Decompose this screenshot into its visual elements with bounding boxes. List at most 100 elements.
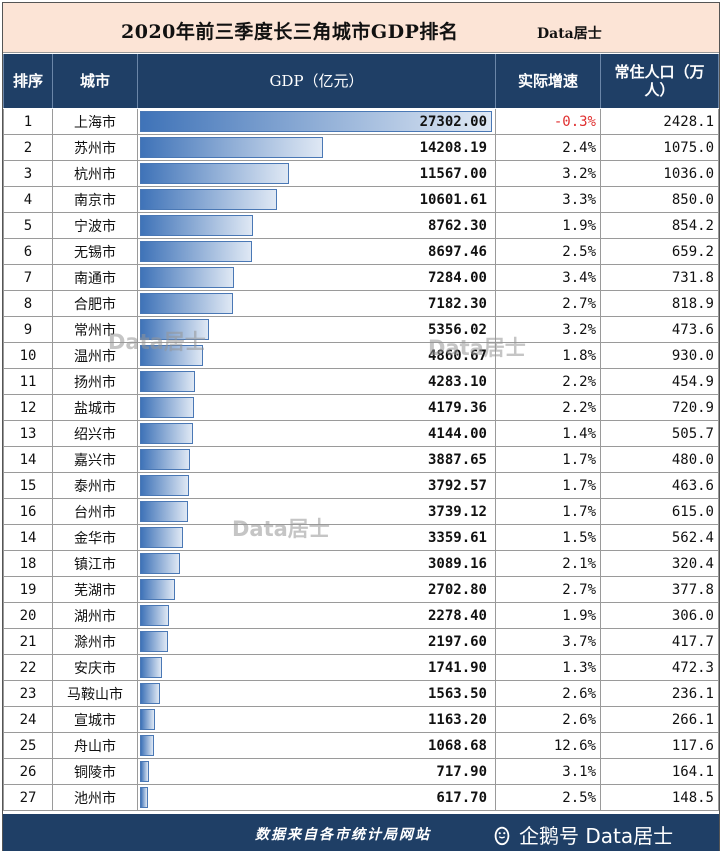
- gdp-bar: [140, 215, 253, 236]
- population-cell: 117.6: [601, 733, 719, 758]
- population-cell: 306.0: [601, 603, 719, 628]
- growth-cell: 1.4%: [496, 421, 601, 446]
- population-cell: 463.6: [601, 473, 719, 498]
- table-row: 22 安庆市 1741.90 1.3% 472.3: [3, 655, 719, 681]
- growth-cell: 2.4%: [496, 135, 601, 160]
- gdp-bar: [140, 527, 183, 548]
- city-cell: 上海市: [53, 109, 138, 134]
- growth-cell: 3.2%: [496, 161, 601, 186]
- header-population-line1: 常住人口（万: [614, 63, 705, 81]
- gdp-bar: [140, 293, 233, 314]
- rank-cell: 1: [3, 109, 53, 134]
- table-row: 27 池州市 617.70 2.5% 148.5: [3, 785, 719, 811]
- population-cell: 818.9: [601, 291, 719, 316]
- city-cell: 南京市: [53, 187, 138, 212]
- growth-cell: 1.7%: [496, 499, 601, 524]
- gdp-value: 617.70: [436, 789, 487, 806]
- gdp-bar: [140, 319, 209, 340]
- city-cell: 合肥市: [53, 291, 138, 316]
- population-cell: 854.2: [601, 213, 719, 238]
- gdp-cell: 3792.57: [138, 473, 496, 498]
- population-cell: 236.1: [601, 681, 719, 706]
- gdp-cell: 1163.20: [138, 707, 496, 732]
- city-cell: 湖州市: [53, 603, 138, 628]
- gdp-cell: 7182.30: [138, 291, 496, 316]
- rank-cell: 27: [3, 785, 53, 810]
- gdp-value: 7182.30: [427, 295, 487, 312]
- table-row: 25 舟山市 1068.68 12.6% 117.6: [3, 733, 719, 759]
- population-cell: 377.8: [601, 577, 719, 602]
- rank-cell: 2: [3, 135, 53, 160]
- table-row: 23 马鞍山市 1563.50 2.6% 236.1: [3, 681, 719, 707]
- growth-cell: 1.3%: [496, 655, 601, 680]
- table-row: 10 温州市 4860.67 1.8% 930.0: [3, 343, 719, 369]
- population-cell: 417.7: [601, 629, 719, 654]
- rank-cell: 6: [3, 239, 53, 264]
- gdp-cell: 8762.30: [138, 213, 496, 238]
- population-cell: 850.0: [601, 187, 719, 212]
- growth-cell: 3.2%: [496, 317, 601, 342]
- gdp-bar: [140, 449, 190, 470]
- population-cell: 472.3: [601, 655, 719, 680]
- city-cell: 宁波市: [53, 213, 138, 238]
- table-row: 7 南通市 7284.00 3.4% 731.8: [3, 265, 719, 291]
- gdp-cell: 2702.80: [138, 577, 496, 602]
- table-row: 18 镇江市 3089.16 2.1% 320.4: [3, 551, 719, 577]
- growth-cell: 3.7%: [496, 629, 601, 654]
- population-cell: 505.7: [601, 421, 719, 446]
- rank-cell: 10: [3, 343, 53, 368]
- gdp-value: 2197.60: [427, 633, 487, 650]
- rank-cell: 22: [3, 655, 53, 680]
- gdp-cell: 8697.46: [138, 239, 496, 264]
- table-row: 16 台州市 3739.12 1.7% 615.0: [3, 499, 719, 525]
- gdp-value: 1741.90: [427, 659, 487, 676]
- population-cell: 659.2: [601, 239, 719, 264]
- table-row: 9 常州市 5356.02 3.2% 473.6: [3, 317, 719, 343]
- table-row: 5 宁波市 8762.30 1.9% 854.2: [3, 213, 719, 239]
- table-header: 排序 城市 GDP（亿元） 实际增速 常住人口（万 人）: [3, 54, 719, 108]
- gdp-value: 4179.36: [427, 399, 487, 416]
- gdp-cell: 2197.60: [138, 629, 496, 654]
- population-cell: 562.4: [601, 525, 719, 550]
- city-cell: 镇江市: [53, 551, 138, 576]
- penguin-icon: [494, 826, 510, 845]
- gdp-value: 3089.16: [427, 555, 487, 572]
- gdp-value: 1163.20: [427, 711, 487, 728]
- table-row: 4 南京市 10601.61 3.3% 850.0: [3, 187, 719, 213]
- rank-cell: 8: [3, 291, 53, 316]
- population-cell: 454.9: [601, 369, 719, 394]
- gdp-cell: 3359.61: [138, 525, 496, 550]
- header-population: 常住人口（万 人）: [601, 54, 719, 108]
- gdp-cell: 1068.68: [138, 733, 496, 758]
- header-city: 城市: [53, 54, 138, 108]
- table-row: 11 扬州市 4283.10 2.2% 454.9: [3, 369, 719, 395]
- city-cell: 台州市: [53, 499, 138, 524]
- gdp-bar: [140, 553, 180, 574]
- gdp-value: 5356.02: [427, 321, 487, 338]
- city-cell: 舟山市: [53, 733, 138, 758]
- gdp-cell: 27302.00: [138, 109, 496, 134]
- gdp-bar: [140, 137, 323, 158]
- gdp-cell: 1741.90: [138, 655, 496, 680]
- population-cell: 2428.1: [601, 109, 719, 134]
- gdp-value: 7284.00: [427, 269, 487, 286]
- population-cell: 615.0: [601, 499, 719, 524]
- gdp-cell: 717.90: [138, 759, 496, 784]
- city-cell: 泰州市: [53, 473, 138, 498]
- table-row: 14 嘉兴市 3887.65 1.7% 480.0: [3, 447, 719, 473]
- rank-cell: 7: [3, 265, 53, 290]
- gdp-cell: 3089.16: [138, 551, 496, 576]
- table-row: 20 湖州市 2278.40 1.9% 306.0: [3, 603, 719, 629]
- rank-cell: 3: [3, 161, 53, 186]
- table-row: 15 泰州市 3792.57 1.7% 463.6: [3, 473, 719, 499]
- gdp-bar: [140, 371, 195, 392]
- rank-cell: 19: [3, 577, 53, 602]
- gdp-cell: 1563.50: [138, 681, 496, 706]
- rank-cell: 13: [3, 421, 53, 446]
- gdp-value: 2278.40: [427, 607, 487, 624]
- city-cell: 杭州市: [53, 161, 138, 186]
- growth-cell: 3.4%: [496, 265, 601, 290]
- table-row: 8 合肥市 7182.30 2.7% 818.9: [3, 291, 719, 317]
- gdp-cell: 3739.12: [138, 499, 496, 524]
- city-cell: 芜湖市: [53, 577, 138, 602]
